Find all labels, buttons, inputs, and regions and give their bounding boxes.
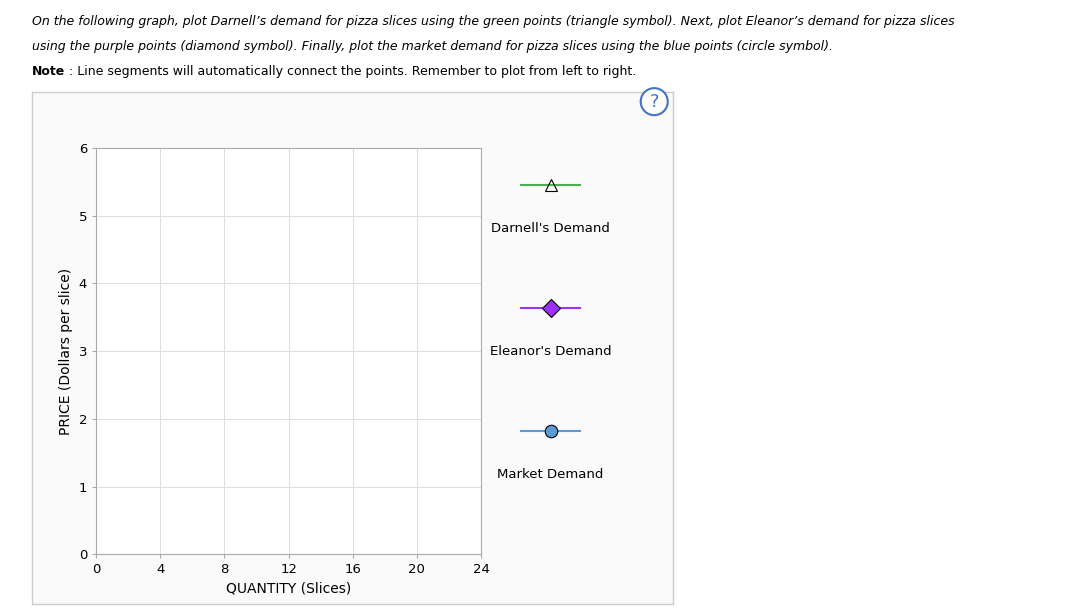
Text: Note: Note (32, 65, 65, 78)
Text: ?: ? (650, 92, 659, 111)
Text: : Line segments will automatically connect the points. Remember to plot from lef: : Line segments will automatically conne… (69, 65, 637, 78)
Text: using the purple points (diamond symbol). Finally, plot the market demand for pi: using the purple points (diamond symbol)… (32, 40, 833, 53)
Text: Darnell's Demand: Darnell's Demand (491, 222, 610, 235)
Text: Eleanor's Demand: Eleanor's Demand (490, 345, 611, 358)
Text: On the following graph, plot Darnell’s demand for pizza slices using the green p: On the following graph, plot Darnell’s d… (32, 15, 955, 28)
Y-axis label: PRICE (Dollars per slice): PRICE (Dollars per slice) (59, 267, 73, 435)
Text: Market Demand: Market Demand (497, 468, 604, 481)
X-axis label: QUANTITY (Slices): QUANTITY (Slices) (226, 582, 352, 596)
